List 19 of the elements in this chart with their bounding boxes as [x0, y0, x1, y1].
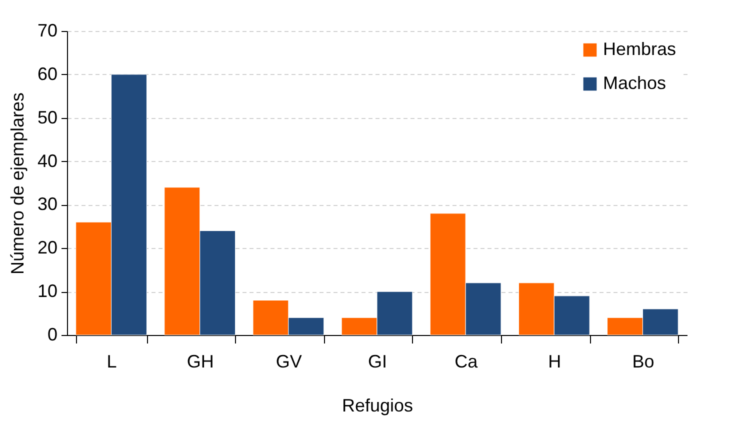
x-tick-label: Bo — [632, 352, 654, 372]
x-tick-label: GI — [368, 352, 388, 372]
y-tick-label: 20 — [37, 238, 58, 258]
y-tick-label: 30 — [37, 194, 58, 214]
y-axis-title: Número de ejemplares — [7, 92, 28, 275]
x-tick-label: H — [548, 352, 562, 372]
x-tick-label: Ca — [454, 352, 479, 372]
x-tick-label: GV — [276, 352, 302, 372]
legend-label: Hembras — [603, 39, 676, 59]
x-tick-label: GH — [186, 352, 214, 372]
y-tick-label: 70 — [37, 20, 58, 40]
y-tick-label: 0 — [47, 324, 58, 344]
y-tick-label: 50 — [37, 107, 58, 128]
x-axis-title: Refugios — [342, 396, 414, 416]
legend-label: Machos — [603, 73, 666, 93]
y-tick-label: 40 — [37, 150, 58, 171]
y-tick-label: 60 — [37, 64, 58, 84]
x-tick-label: L — [106, 352, 117, 372]
y-tick-label: 10 — [37, 281, 58, 302]
